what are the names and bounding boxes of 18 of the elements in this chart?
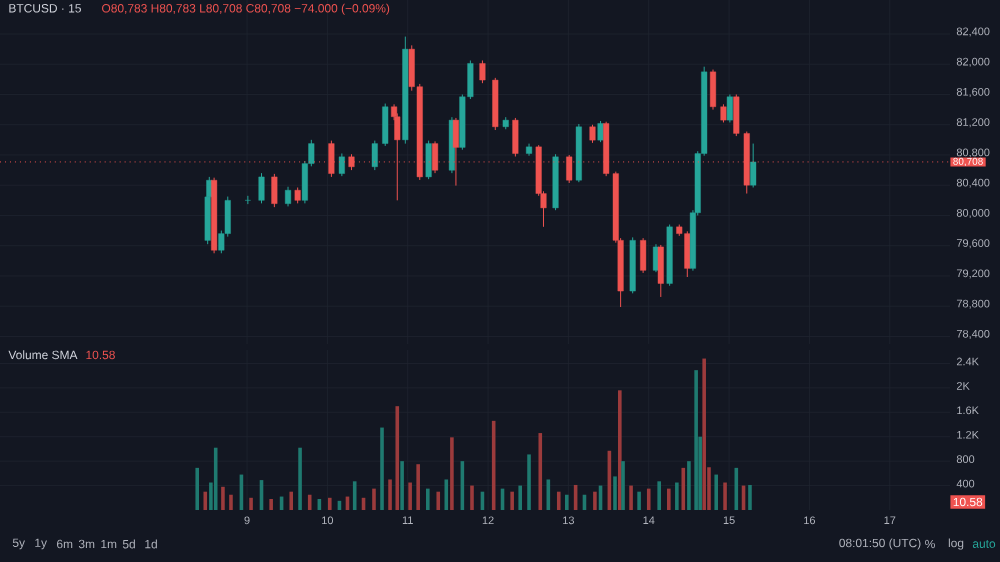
candlestick [597,120,604,143]
candlestick [750,143,757,188]
candlestick [425,140,432,180]
candlestick [492,77,499,131]
candlestick [726,94,733,123]
candlestick [589,124,596,144]
candlestick [271,173,278,208]
candlestick [382,103,389,147]
candlestick [640,237,647,274]
candlestick [710,69,717,111]
candlestick [371,140,378,171]
candlestick [512,117,519,157]
candlestick [338,152,345,177]
candlestick [258,172,265,204]
candlestick [394,112,401,201]
candlestick [479,59,486,84]
candlestick [285,186,292,207]
candlestick [720,103,727,123]
